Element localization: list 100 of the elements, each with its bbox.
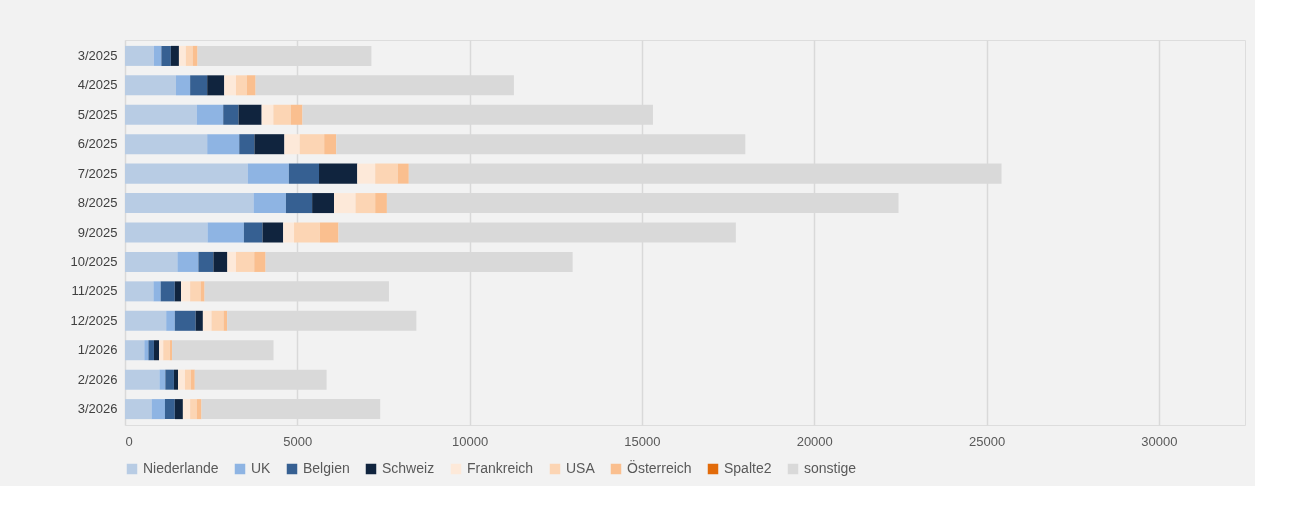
legend-label: Frankreich <box>467 460 534 476</box>
bar <box>125 45 154 66</box>
bar <box>299 134 325 155</box>
bar <box>174 399 183 420</box>
bar <box>284 134 300 155</box>
bar <box>166 310 175 331</box>
bar <box>125 399 152 420</box>
bar <box>148 340 154 361</box>
bar <box>312 193 335 214</box>
bar <box>224 75 236 96</box>
bar <box>319 163 358 184</box>
bar <box>151 399 165 420</box>
bar <box>207 134 240 155</box>
bar <box>324 134 337 155</box>
bar <box>238 104 262 125</box>
legend-label: Spalte2 <box>724 460 772 476</box>
bar <box>182 399 191 420</box>
bar <box>190 75 208 96</box>
bar <box>125 163 248 184</box>
bar <box>173 369 179 390</box>
legend-label: sonstige <box>804 460 857 476</box>
bar <box>159 369 166 390</box>
x-tick-label: 25000 <box>968 433 1006 449</box>
bar <box>246 75 256 96</box>
y-tick-label: 6/2025 <box>77 136 118 152</box>
y-tick-label: 10/2025 <box>70 253 118 269</box>
bar <box>125 104 197 125</box>
bar <box>163 340 170 361</box>
y-tick-label: 12/2025 <box>70 312 118 328</box>
bar <box>254 251 266 272</box>
legend-label: Niederlande <box>143 460 219 476</box>
bar <box>223 104 239 125</box>
y-tick-label: 3/2025 <box>77 47 118 63</box>
bar <box>159 340 164 361</box>
bar <box>200 281 205 302</box>
bar <box>190 399 197 420</box>
y-tick-label: 11/2025 <box>71 283 118 299</box>
y-tick-label: 4/2025 <box>77 77 118 93</box>
legend-label: UK <box>251 460 272 476</box>
bar <box>375 163 398 184</box>
bar <box>227 251 236 272</box>
bar <box>161 45 171 66</box>
bar <box>375 193 387 214</box>
y-tick-label: 5/2025 <box>77 106 118 122</box>
bar <box>144 340 149 361</box>
bar <box>290 104 303 125</box>
bar <box>174 310 196 331</box>
bar <box>185 45 193 66</box>
bar <box>235 75 247 96</box>
bar <box>273 104 291 125</box>
bar <box>153 281 161 302</box>
bar <box>239 134 255 155</box>
y-tick-label: 7/2025 <box>77 165 118 181</box>
bar <box>164 399 175 420</box>
bar <box>181 281 191 302</box>
y-tick-label: 2/2026 <box>77 371 118 387</box>
bar <box>125 193 254 214</box>
bar <box>178 45 186 66</box>
bar <box>198 251 214 272</box>
x-tick-label: 20000 <box>796 433 833 449</box>
bar <box>160 281 175 302</box>
bar <box>153 45 162 66</box>
y-tick-label: 3/2026 <box>77 401 118 417</box>
bar <box>125 281 154 302</box>
bar <box>196 104 224 125</box>
bar <box>196 399 202 420</box>
bar <box>202 310 212 331</box>
bar <box>125 222 208 243</box>
bar <box>207 222 244 243</box>
bar <box>125 75 176 96</box>
bar <box>190 369 195 390</box>
bar <box>285 193 313 214</box>
bar <box>172 340 274 361</box>
bar <box>213 251 228 272</box>
bar <box>355 193 376 214</box>
bar <box>174 281 181 302</box>
bar <box>211 310 224 331</box>
legend-label: Österreich <box>627 459 692 476</box>
bar <box>178 369 185 390</box>
bar <box>235 251 255 272</box>
legend-label: Schweiz <box>382 460 435 476</box>
x-tick-label: 10000 <box>452 433 489 449</box>
legend-label: Belgien <box>303 460 350 476</box>
bar <box>294 222 320 243</box>
bar <box>125 369 160 390</box>
x-tick-label: 5000 <box>283 433 313 449</box>
bar <box>261 104 274 125</box>
bar <box>176 75 191 96</box>
bar <box>247 163 289 184</box>
bar <box>243 222 263 243</box>
y-tick-label: 9/2025 <box>77 224 118 240</box>
bar <box>125 134 208 155</box>
bar <box>357 163 376 184</box>
bar <box>192 45 198 66</box>
bar <box>397 163 409 184</box>
bar <box>165 369 174 390</box>
bar <box>254 134 285 155</box>
bar <box>262 222 284 243</box>
bar <box>125 310 167 331</box>
bar <box>283 222 295 243</box>
